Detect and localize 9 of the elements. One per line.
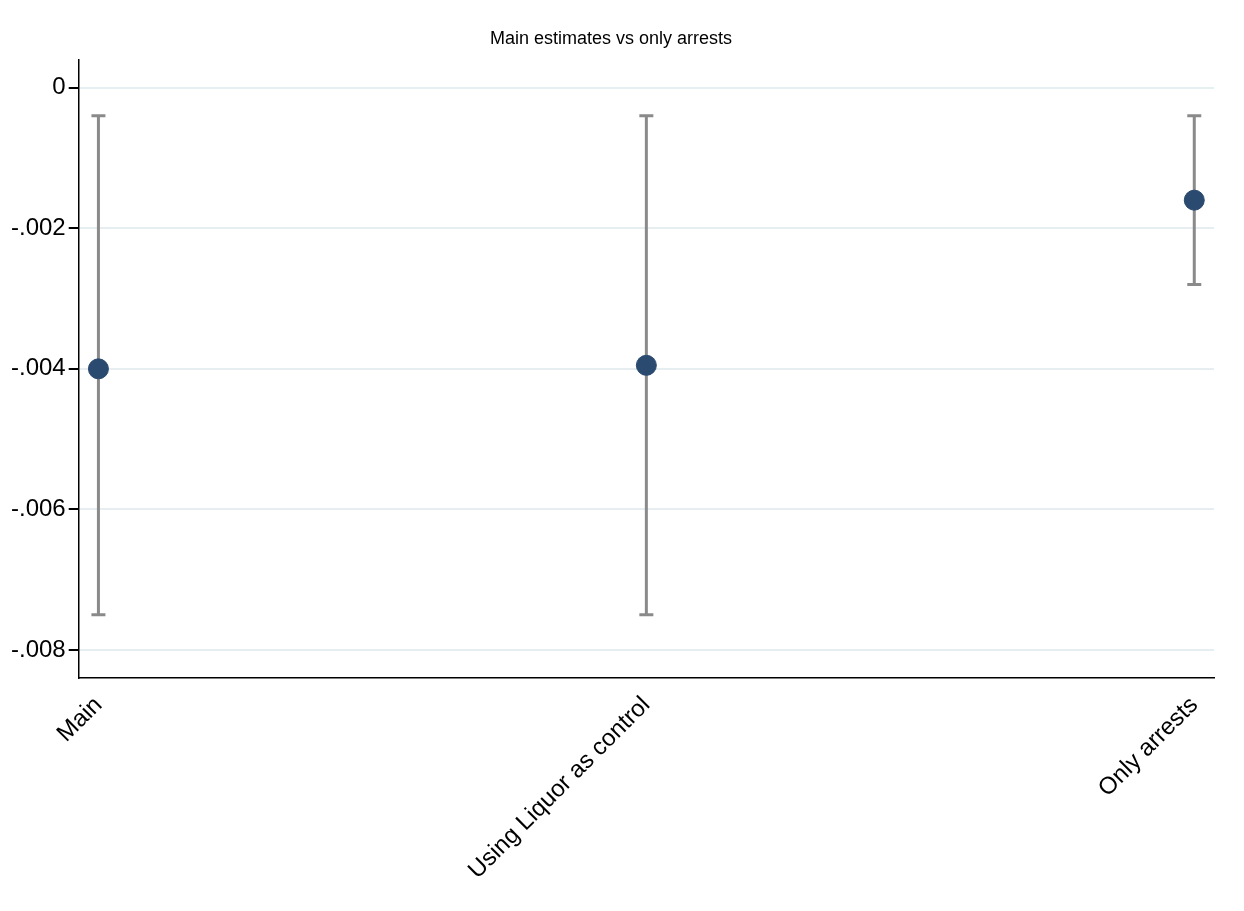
y-tick-label: 0 [52, 72, 66, 100]
y-tick-label: -.004 [11, 353, 66, 381]
point [1183, 189, 1205, 211]
chart-title: Main estimates vs only arrests [489, 27, 733, 48]
y-tick-label: -.008 [11, 634, 66, 662]
point [87, 358, 109, 380]
y-tick-label: -.002 [11, 212, 66, 240]
y-tick-label: -.006 [11, 494, 66, 522]
point [635, 354, 657, 376]
